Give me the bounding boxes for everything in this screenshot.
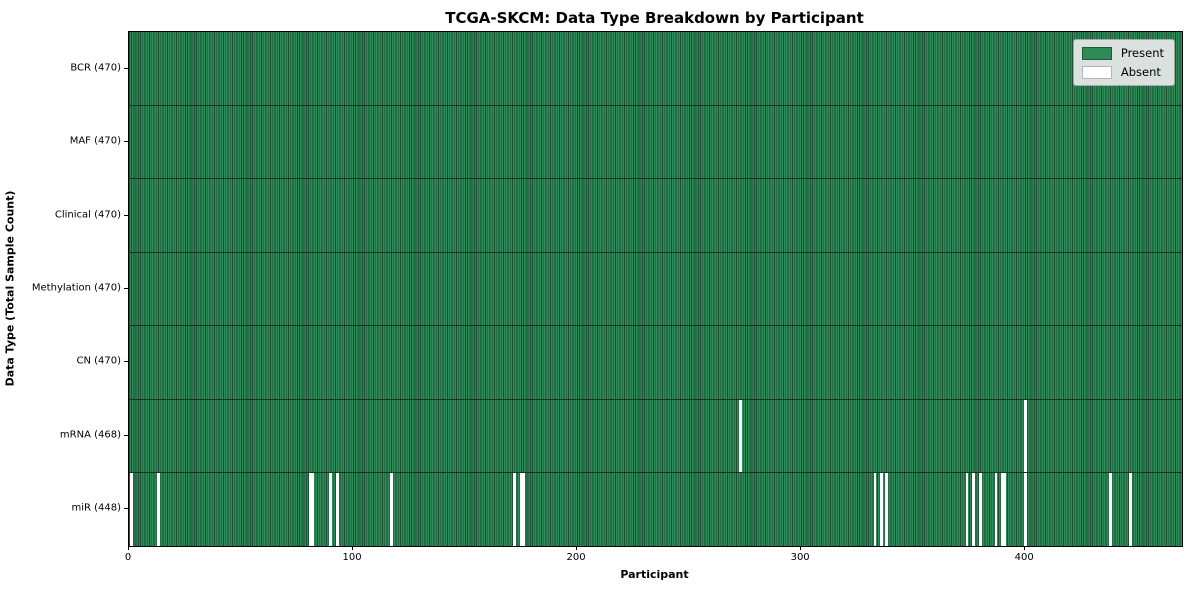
heatmap-rows [129, 32, 1182, 547]
absent-swatch-icon [1081, 65, 1112, 79]
legend-present-label: Present [1120, 46, 1164, 60]
absent-cell-mir-p377 [972, 473, 976, 547]
heatmap-row-mir [129, 472, 1182, 547]
heatmap-row-clinical [129, 178, 1182, 252]
chart-title: TCGA-SKCM: Data Type Breakdown by Partic… [445, 9, 864, 27]
xtick-mark [1024, 546, 1026, 550]
heatmap-row-cn [129, 325, 1182, 399]
absent-cell-mir-p1 [129, 473, 133, 547]
ytick-label-mir: miR (448) [71, 502, 121, 514]
ytick-label-clinical: Clinical (470) [54, 209, 121, 221]
absent-cell-mir-p400 [1023, 473, 1027, 547]
absent-cell-mir-p447 [1129, 473, 1132, 547]
ytick-mark [124, 434, 128, 436]
absent-cell-mir-p338 [884, 473, 888, 547]
ytick-label-mrna: mRNA (468) [59, 429, 121, 441]
y-axis-tick-labels: BCR (470) MAF (470) Clinical (470) Methylat… [0, 0, 121, 600]
plot-area: Present Absent [128, 31, 1183, 547]
ytick-mark [124, 288, 128, 289]
xtick-mark [800, 546, 802, 550]
absent-cell-mir-p172 [513, 473, 516, 547]
xtick-label-100: 100 [342, 552, 362, 563]
absent-cell-mir-p374 [965, 473, 969, 547]
absent-cell-mir-p387 [994, 473, 998, 547]
absent-cell-mir-p81 [309, 473, 312, 547]
xtick-mark [352, 546, 354, 550]
ytick-mark [124, 214, 128, 216]
absent-cell-mir-p13 [156, 473, 160, 547]
absent-cell-mir-p333 [873, 473, 877, 547]
ytick-label-maf: MAF (470) [69, 135, 121, 147]
legend-absent-label: Absent [1120, 65, 1161, 79]
absent-cell-mrna-p273 [739, 399, 743, 473]
absent-cell-mir-p90 [329, 473, 333, 547]
heatmap-row-bcr [129, 32, 1182, 105]
absent-cell-mir-p82 [311, 473, 315, 547]
absent-cell-mir-p390 [1001, 473, 1005, 547]
ytick-label-cn: CN (470) [76, 355, 121, 367]
heatmap-row-methylation [129, 251, 1182, 326]
absent-cell-mir-p391 [1003, 473, 1007, 547]
absent-cell-mir-p176 [522, 473, 525, 547]
absent-cell-mir-p336 [880, 473, 884, 547]
ytick-mark [124, 141, 128, 143]
xtick-label-200: 200 [566, 552, 586, 563]
ytick-mark [124, 67, 128, 69]
absent-cell-mrna-p400 [1023, 399, 1027, 473]
legend-entry-absent: Absent [1081, 65, 1164, 79]
ytick-label-methylation: Methylation (470) [31, 282, 121, 294]
ytick-mark [124, 361, 128, 363]
ytick-mark [124, 508, 128, 510]
heatmap-row-mrna [129, 398, 1182, 473]
legend: Present Absent [1072, 39, 1175, 86]
absent-cell-mir-p438 [1109, 473, 1112, 547]
absent-cell-mir-p380 [979, 473, 982, 547]
heatmap-row-maf [129, 104, 1182, 179]
absent-cell-mir-p117 [389, 473, 393, 547]
x-axis-label: Participant [620, 568, 689, 581]
ytick-label-bcr: BCR (470) [70, 62, 121, 74]
xtick-label-0: 0 [124, 552, 132, 563]
absent-cell-mir-p175 [519, 473, 523, 547]
xtick-mark [576, 546, 578, 550]
xtick-mark [128, 546, 129, 550]
legend-entry-present: Present [1081, 46, 1164, 60]
absent-cell-mir-p93 [336, 473, 339, 547]
y-axis-label: Data Type (Total Sample Count) [3, 190, 17, 387]
xtick-label-300: 300 [790, 552, 810, 563]
xtick-label-400: 400 [1014, 552, 1034, 563]
present-swatch-icon [1081, 46, 1112, 60]
